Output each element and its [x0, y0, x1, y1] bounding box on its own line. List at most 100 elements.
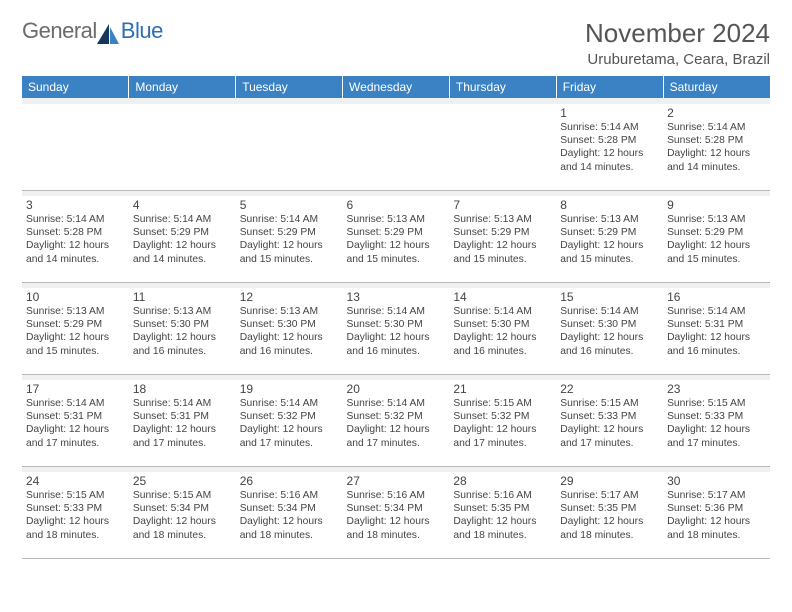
- day-cell: [236, 104, 343, 190]
- day-cell: 30Sunrise: 5:17 AMSunset: 5:36 PMDayligh…: [663, 472, 770, 558]
- day-number: 5: [240, 198, 339, 212]
- day-number: 29: [560, 474, 659, 488]
- day-info: Sunrise: 5:13 AMSunset: 5:29 PMDaylight:…: [26, 305, 125, 358]
- day-info: Sunrise: 5:14 AMSunset: 5:29 PMDaylight:…: [133, 213, 232, 266]
- day-number: 18: [133, 382, 232, 396]
- day-cell: 29Sunrise: 5:17 AMSunset: 5:35 PMDayligh…: [556, 472, 663, 558]
- day-cell: [129, 104, 236, 190]
- day-cell: [22, 104, 129, 190]
- day-cell: 27Sunrise: 5:16 AMSunset: 5:34 PMDayligh…: [343, 472, 450, 558]
- day-cell: 3Sunrise: 5:14 AMSunset: 5:28 PMDaylight…: [22, 196, 129, 282]
- day-info: Sunrise: 5:13 AMSunset: 5:30 PMDaylight:…: [240, 305, 339, 358]
- day-info: Sunrise: 5:15 AMSunset: 5:33 PMDaylight:…: [560, 397, 659, 450]
- day-info: Sunrise: 5:13 AMSunset: 5:29 PMDaylight:…: [560, 213, 659, 266]
- day-cell: 12Sunrise: 5:13 AMSunset: 5:30 PMDayligh…: [236, 288, 343, 374]
- day-info: Sunrise: 5:14 AMSunset: 5:32 PMDaylight:…: [240, 397, 339, 450]
- day-number: 15: [560, 290, 659, 304]
- day-cell: 19Sunrise: 5:14 AMSunset: 5:32 PMDayligh…: [236, 380, 343, 466]
- day-info: Sunrise: 5:14 AMSunset: 5:31 PMDaylight:…: [667, 305, 766, 358]
- day-info: Sunrise: 5:15 AMSunset: 5:34 PMDaylight:…: [133, 489, 232, 542]
- weekday-header: Friday: [556, 76, 663, 98]
- day-number: 1: [560, 106, 659, 120]
- day-info: Sunrise: 5:14 AMSunset: 5:32 PMDaylight:…: [347, 397, 446, 450]
- day-info: Sunrise: 5:16 AMSunset: 5:34 PMDaylight:…: [347, 489, 446, 542]
- weekday-header-row: Sunday Monday Tuesday Wednesday Thursday…: [22, 76, 770, 98]
- day-cell: 7Sunrise: 5:13 AMSunset: 5:29 PMDaylight…: [449, 196, 556, 282]
- day-cell: 21Sunrise: 5:15 AMSunset: 5:32 PMDayligh…: [449, 380, 556, 466]
- day-number: 4: [133, 198, 232, 212]
- day-info: Sunrise: 5:14 AMSunset: 5:30 PMDaylight:…: [347, 305, 446, 358]
- day-info: Sunrise: 5:17 AMSunset: 5:36 PMDaylight:…: [667, 489, 766, 542]
- day-info: Sunrise: 5:14 AMSunset: 5:28 PMDaylight:…: [26, 213, 125, 266]
- title-block: November 2024 Uruburetama, Ceara, Brazil: [585, 18, 770, 68]
- day-number: 19: [240, 382, 339, 396]
- day-info: Sunrise: 5:15 AMSunset: 5:33 PMDaylight:…: [667, 397, 766, 450]
- logo-text-blue: Blue: [121, 18, 163, 44]
- weekday-header: Thursday: [449, 76, 556, 98]
- day-cell: 4Sunrise: 5:14 AMSunset: 5:29 PMDaylight…: [129, 196, 236, 282]
- week-row: 1Sunrise: 5:14 AMSunset: 5:28 PMDaylight…: [22, 104, 770, 190]
- day-cell: 9Sunrise: 5:13 AMSunset: 5:29 PMDaylight…: [663, 196, 770, 282]
- day-info: Sunrise: 5:16 AMSunset: 5:35 PMDaylight:…: [453, 489, 552, 542]
- day-cell: 23Sunrise: 5:15 AMSunset: 5:33 PMDayligh…: [663, 380, 770, 466]
- day-info: Sunrise: 5:14 AMSunset: 5:31 PMDaylight:…: [26, 397, 125, 450]
- weekday-header: Monday: [129, 76, 236, 98]
- day-number: 26: [240, 474, 339, 488]
- day-number: 12: [240, 290, 339, 304]
- day-cell: 24Sunrise: 5:15 AMSunset: 5:33 PMDayligh…: [22, 472, 129, 558]
- day-info: Sunrise: 5:13 AMSunset: 5:29 PMDaylight:…: [453, 213, 552, 266]
- day-cell: 14Sunrise: 5:14 AMSunset: 5:30 PMDayligh…: [449, 288, 556, 374]
- day-info: Sunrise: 5:15 AMSunset: 5:32 PMDaylight:…: [453, 397, 552, 450]
- weekday-header: Wednesday: [343, 76, 450, 98]
- day-number: 11: [133, 290, 232, 304]
- day-cell: 5Sunrise: 5:14 AMSunset: 5:29 PMDaylight…: [236, 196, 343, 282]
- day-cell: 15Sunrise: 5:14 AMSunset: 5:30 PMDayligh…: [556, 288, 663, 374]
- day-info: Sunrise: 5:17 AMSunset: 5:35 PMDaylight:…: [560, 489, 659, 542]
- day-cell: 26Sunrise: 5:16 AMSunset: 5:34 PMDayligh…: [236, 472, 343, 558]
- month-title: November 2024: [585, 18, 770, 49]
- day-cell: 13Sunrise: 5:14 AMSunset: 5:30 PMDayligh…: [343, 288, 450, 374]
- weekday-header: Sunday: [22, 76, 129, 98]
- day-cell: 20Sunrise: 5:14 AMSunset: 5:32 PMDayligh…: [343, 380, 450, 466]
- day-number: 2: [667, 106, 766, 120]
- logo-sail-icon: [97, 24, 119, 44]
- day-cell: 10Sunrise: 5:13 AMSunset: 5:29 PMDayligh…: [22, 288, 129, 374]
- day-cell: 18Sunrise: 5:14 AMSunset: 5:31 PMDayligh…: [129, 380, 236, 466]
- day-cell: 25Sunrise: 5:15 AMSunset: 5:34 PMDayligh…: [129, 472, 236, 558]
- weekday-header: Saturday: [663, 76, 770, 98]
- day-cell: 16Sunrise: 5:14 AMSunset: 5:31 PMDayligh…: [663, 288, 770, 374]
- day-info: Sunrise: 5:15 AMSunset: 5:33 PMDaylight:…: [26, 489, 125, 542]
- day-info: Sunrise: 5:14 AMSunset: 5:28 PMDaylight:…: [667, 121, 766, 174]
- day-number: 24: [26, 474, 125, 488]
- day-info: Sunrise: 5:16 AMSunset: 5:34 PMDaylight:…: [240, 489, 339, 542]
- day-info: Sunrise: 5:14 AMSunset: 5:31 PMDaylight:…: [133, 397, 232, 450]
- day-info: Sunrise: 5:14 AMSunset: 5:30 PMDaylight:…: [560, 305, 659, 358]
- calendar-table: Sunday Monday Tuesday Wednesday Thursday…: [22, 76, 770, 559]
- day-number: 22: [560, 382, 659, 396]
- weekday-header: Tuesday: [236, 76, 343, 98]
- logo: General Blue: [22, 18, 163, 44]
- day-cell: 6Sunrise: 5:13 AMSunset: 5:29 PMDaylight…: [343, 196, 450, 282]
- day-cell: [343, 104, 450, 190]
- day-info: Sunrise: 5:14 AMSunset: 5:29 PMDaylight:…: [240, 213, 339, 266]
- day-number: 6: [347, 198, 446, 212]
- day-number: 21: [453, 382, 552, 396]
- logo-text-general: General: [22, 18, 97, 44]
- day-number: 28: [453, 474, 552, 488]
- day-number: 16: [667, 290, 766, 304]
- day-cell: 22Sunrise: 5:15 AMSunset: 5:33 PMDayligh…: [556, 380, 663, 466]
- day-number: 17: [26, 382, 125, 396]
- day-number: 8: [560, 198, 659, 212]
- day-info: Sunrise: 5:14 AMSunset: 5:28 PMDaylight:…: [560, 121, 659, 174]
- day-info: Sunrise: 5:13 AMSunset: 5:29 PMDaylight:…: [347, 213, 446, 266]
- day-number: 10: [26, 290, 125, 304]
- day-number: 23: [667, 382, 766, 396]
- day-info: Sunrise: 5:13 AMSunset: 5:30 PMDaylight:…: [133, 305, 232, 358]
- day-cell: 2Sunrise: 5:14 AMSunset: 5:28 PMDaylight…: [663, 104, 770, 190]
- day-number: 20: [347, 382, 446, 396]
- day-cell: 17Sunrise: 5:14 AMSunset: 5:31 PMDayligh…: [22, 380, 129, 466]
- day-info: Sunrise: 5:14 AMSunset: 5:30 PMDaylight:…: [453, 305, 552, 358]
- day-number: 27: [347, 474, 446, 488]
- day-number: 25: [133, 474, 232, 488]
- day-number: 30: [667, 474, 766, 488]
